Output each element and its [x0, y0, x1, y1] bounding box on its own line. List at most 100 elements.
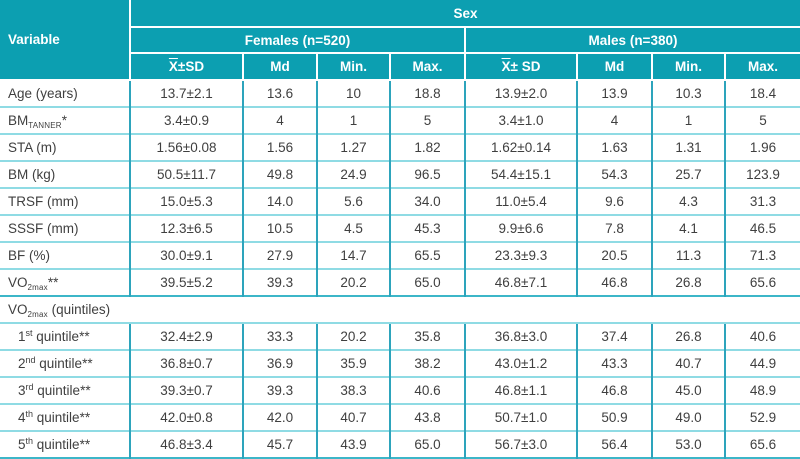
cell-value: 11.3: [651, 241, 725, 269]
row-label: SSSF (mm): [0, 214, 130, 242]
cell-value: 38.3: [316, 376, 390, 404]
cell-value: 96.5: [389, 160, 465, 188]
row-label: 2nd quintile**: [0, 349, 130, 377]
label-text: quintile**: [33, 437, 91, 452]
cell-value: 1.63: [576, 133, 652, 161]
label-text: *: [61, 113, 68, 128]
cell-value: 13.9: [576, 79, 652, 107]
table-row: STA (m) 1.56±0.08 1.56 1.27 1.82 1.62±0.14 1.6…: [0, 133, 800, 161]
females-md-header: Md: [242, 52, 318, 81]
cell-value: 46.8: [576, 268, 652, 296]
cell-value: 23.3±9.3: [464, 241, 577, 269]
cell-value: 13.9±2.0: [464, 79, 577, 107]
females-group-header: Females (n=520): [129, 26, 466, 54]
cell-value: 11.0±5.4: [464, 187, 577, 215]
cell-value: 10.5: [242, 214, 317, 242]
mean-sd-suffix: ± SD: [510, 59, 541, 74]
label-text: 4: [18, 410, 26, 425]
cell-value: 1.82: [389, 133, 465, 161]
cell-value: 10: [316, 79, 390, 107]
cell-value: 50.9: [576, 403, 652, 431]
cell-value: 54.3: [576, 160, 652, 188]
females-max-header: Max.: [389, 52, 466, 81]
label-text: quintile**: [35, 356, 93, 371]
cell-value: 4.3: [651, 187, 725, 215]
cell-value: 46.8±7.1: [464, 268, 577, 296]
table-row: 4th quintile** 42.0±0.8 42.0 40.7 43.8 50.7±1…: [0, 403, 800, 431]
cell-value: 3.4±1.0: [464, 106, 577, 134]
cell-value: 26.8: [651, 268, 725, 296]
row-label: 3rd quintile**: [0, 376, 130, 404]
cell-value: 4.1: [651, 214, 725, 242]
label-text: 1: [18, 329, 26, 344]
table-row: BF (%) 30.0±9.1 27.9 14.7 65.5 23.3±9.3 20.5 11…: [0, 241, 800, 269]
label-sup-text: st: [25, 328, 33, 338]
cell-value: 7.8: [576, 214, 652, 242]
cell-value: 50.7±1.0: [464, 403, 577, 431]
row-label: VO2max (quintiles): [0, 295, 800, 323]
row-label: 4th quintile**: [0, 403, 130, 431]
cell-value: 1.31: [651, 133, 725, 161]
cell-value: 32.4±2.9: [129, 322, 243, 350]
cell-value: 54.4±15.1: [464, 160, 577, 188]
cell-value: 4.5: [316, 214, 390, 242]
cell-value: 30.0±9.1: [129, 241, 243, 269]
cell-value: 9.9±6.6: [464, 214, 577, 242]
cell-value: 43.9: [316, 430, 390, 458]
label-sub-text: TANNER: [28, 121, 62, 130]
label-sup-text: th: [25, 409, 34, 419]
cell-value: 5: [389, 106, 465, 134]
males-mean-sd-header: X± SD: [464, 52, 578, 81]
sex-header: Sex: [128, 0, 800, 28]
table-row: SSSF (mm) 12.3±6.5 10.5 4.5 45.3 9.9±6.6 7.8 4.…: [0, 214, 800, 242]
cell-value: 5: [723, 106, 800, 134]
mean-symbol: X: [168, 59, 178, 74]
cell-value: 14.7: [316, 241, 390, 269]
cell-value: 39.5±5.2: [129, 268, 243, 296]
cell-value: 45.7: [242, 430, 317, 458]
cell-value: 45.0: [651, 376, 725, 404]
cell-value: 20.2: [316, 322, 390, 350]
cell-value: 53.0: [651, 430, 725, 458]
label-text: BF (%): [8, 248, 50, 263]
cell-value: 65.6: [723, 430, 800, 458]
table-header: Variable Sex Females (n=520) Males (n=38…: [0, 0, 800, 81]
table-row: TRSF (mm) 15.0±5.3 14.0 5.6 34.0 11.0±5.4 9.6 4…: [0, 187, 800, 215]
cell-value: 4: [576, 106, 652, 134]
table-row: VO2max** 39.5±5.2 39.3 20.2 65.0 46.8±7.1 46.8…: [0, 268, 800, 296]
cell-value: 65.6: [723, 268, 800, 296]
cell-value: 48.9: [723, 376, 800, 404]
cell-value: 65.0: [389, 430, 465, 458]
cell-value: 45.3: [389, 214, 465, 242]
cell-value: 46.8: [576, 376, 652, 404]
males-md-header: Md: [576, 52, 653, 81]
cell-value: 1.56±0.08: [129, 133, 243, 161]
table-row: 3rd quintile** 39.3±0.7 39.3 38.3 40.6 46.8±1…: [0, 376, 800, 404]
cell-value: 10.3: [651, 79, 725, 107]
cell-value: 123.9: [723, 160, 800, 188]
cell-value: 43.0±1.2: [464, 349, 577, 377]
label-text: VO: [8, 302, 28, 317]
cell-value: 27.9: [242, 241, 317, 269]
label-text: Age (years): [8, 86, 78, 101]
table-row: 2nd quintile** 36.8±0.7 36.9 35.9 38.2 43.0±1…: [0, 349, 800, 377]
table-row: Age (years) 13.7±2.1 13.6 10 18.8 13.9±2.0 13.…: [0, 79, 800, 107]
cell-value: 1.62±0.14: [464, 133, 577, 161]
cell-value: 18.8: [389, 79, 465, 107]
cell-value: 13.6: [242, 79, 317, 107]
cell-value: 26.8: [651, 322, 725, 350]
cell-value: 20.2: [316, 268, 390, 296]
table-row: BMTANNER* 3.4±0.9 4 1 5 3.4±1.0 4 1 5: [0, 106, 800, 134]
cell-value: 1.27: [316, 133, 390, 161]
cell-value: 56.4: [576, 430, 652, 458]
cell-value: 40.6: [389, 376, 465, 404]
row-label: STA (m): [0, 133, 130, 161]
variable-column-header: Variable: [0, 0, 131, 80]
cell-value: 35.9: [316, 349, 390, 377]
cell-value: 35.8: [389, 322, 465, 350]
cell-value: 39.3±0.7: [129, 376, 243, 404]
mean-sd-suffix: ±SD: [177, 59, 205, 74]
label-sup-text: nd: [25, 355, 36, 365]
cell-value: 52.9: [723, 403, 800, 431]
row-label: BM (kg): [0, 160, 130, 188]
